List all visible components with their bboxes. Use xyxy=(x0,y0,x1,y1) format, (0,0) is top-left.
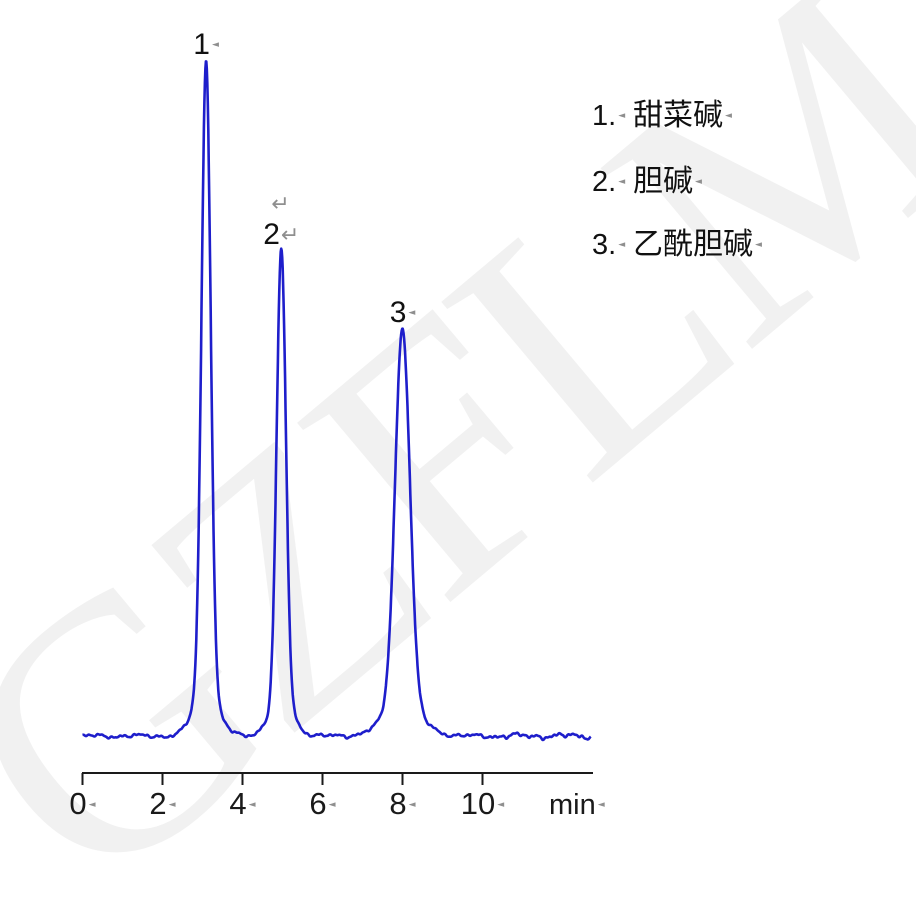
x-tick-label-8: 8 ◄ xyxy=(363,786,443,822)
chromatogram-trace xyxy=(81,60,592,742)
legend-compound-name: 胆碱 ◄ xyxy=(633,165,702,198)
space-format-mark-icon: ◄ xyxy=(408,307,416,318)
space-format-mark-icon: ◄ xyxy=(168,800,176,810)
peak-label-2: 2↵ xyxy=(263,218,299,252)
x-axis-unit-text: min xyxy=(549,789,596,821)
x-tick-label-0: 0 ◄ xyxy=(43,786,123,822)
space-format-mark-icon: ◄ xyxy=(618,111,626,121)
legend-compound-name: 乙酰胆碱 ◄ xyxy=(633,228,762,261)
legend-index: 2. ◄ xyxy=(592,166,633,199)
legend-item-2: 2. ◄ 胆碱 ◄ xyxy=(592,156,702,200)
peak-number: 1 xyxy=(193,28,210,61)
peak-label-1: 1 ◄ xyxy=(193,28,219,62)
space-format-mark-icon: ◄ xyxy=(725,111,732,121)
x-tick-value: 4 xyxy=(229,786,247,821)
space-format-mark-icon: ◄ xyxy=(211,40,219,50)
space-format-mark-icon: ◄ xyxy=(597,800,605,810)
x-tick-label-4: 4 ◄ xyxy=(203,786,283,822)
peak-label-3: 3 ◄ xyxy=(390,296,416,330)
x-tick-value: 10 xyxy=(460,786,496,821)
space-format-mark-icon: ◄ xyxy=(695,177,702,187)
legend-item-1: 1. ◄ 甜菜碱 ◄ xyxy=(592,90,732,134)
legend-compound-name-text: 乙酰胆碱 xyxy=(633,228,753,261)
x-tick-label-6: 6 ◄ xyxy=(283,786,363,822)
legend-index: 3. ◄ xyxy=(592,229,633,262)
legend-item-3: 3. ◄ 乙酰胆碱 ◄ xyxy=(592,219,762,263)
x-tick-value: 6 xyxy=(309,786,327,821)
peak-number: 3 xyxy=(389,295,407,329)
x-axis-unit-label: min ◄ xyxy=(549,789,605,822)
x-tick-label-2: 2 ◄ xyxy=(123,786,203,822)
return-format-mark-icon: ↵ xyxy=(271,191,290,217)
space-format-mark-icon: ◄ xyxy=(88,800,96,810)
space-format-mark-icon: ◄ xyxy=(408,800,416,810)
x-tick-value: 2 xyxy=(149,786,167,821)
x-tick-label-10: 10 ◄ xyxy=(443,786,523,822)
peak-number: 2 xyxy=(263,217,280,251)
legend-index-text: 1. xyxy=(592,100,617,132)
space-format-mark-icon: ◄ xyxy=(755,240,762,250)
space-format-mark-icon: ◄ xyxy=(618,177,626,187)
legend-compound-name-text: 胆碱 xyxy=(633,165,693,198)
return-format-mark-icon: ↵ xyxy=(280,222,300,248)
space-format-mark-icon: ◄ xyxy=(497,800,505,810)
x-tick-value: 0 xyxy=(69,786,87,821)
legend-compound-name: 甜菜碱 ◄ xyxy=(633,99,732,132)
legend-index: 1. ◄ xyxy=(592,100,633,133)
legend-index-text: 2. xyxy=(592,166,617,198)
x-tick-value: 8 xyxy=(389,786,407,821)
space-format-mark-icon: ◄ xyxy=(328,800,336,810)
legend-compound-name-text: 甜菜碱 xyxy=(633,99,723,132)
space-format-mark-icon: ◄ xyxy=(618,240,626,250)
space-format-mark-icon: ◄ xyxy=(248,800,256,810)
legend-index-text: 3. xyxy=(592,229,617,261)
